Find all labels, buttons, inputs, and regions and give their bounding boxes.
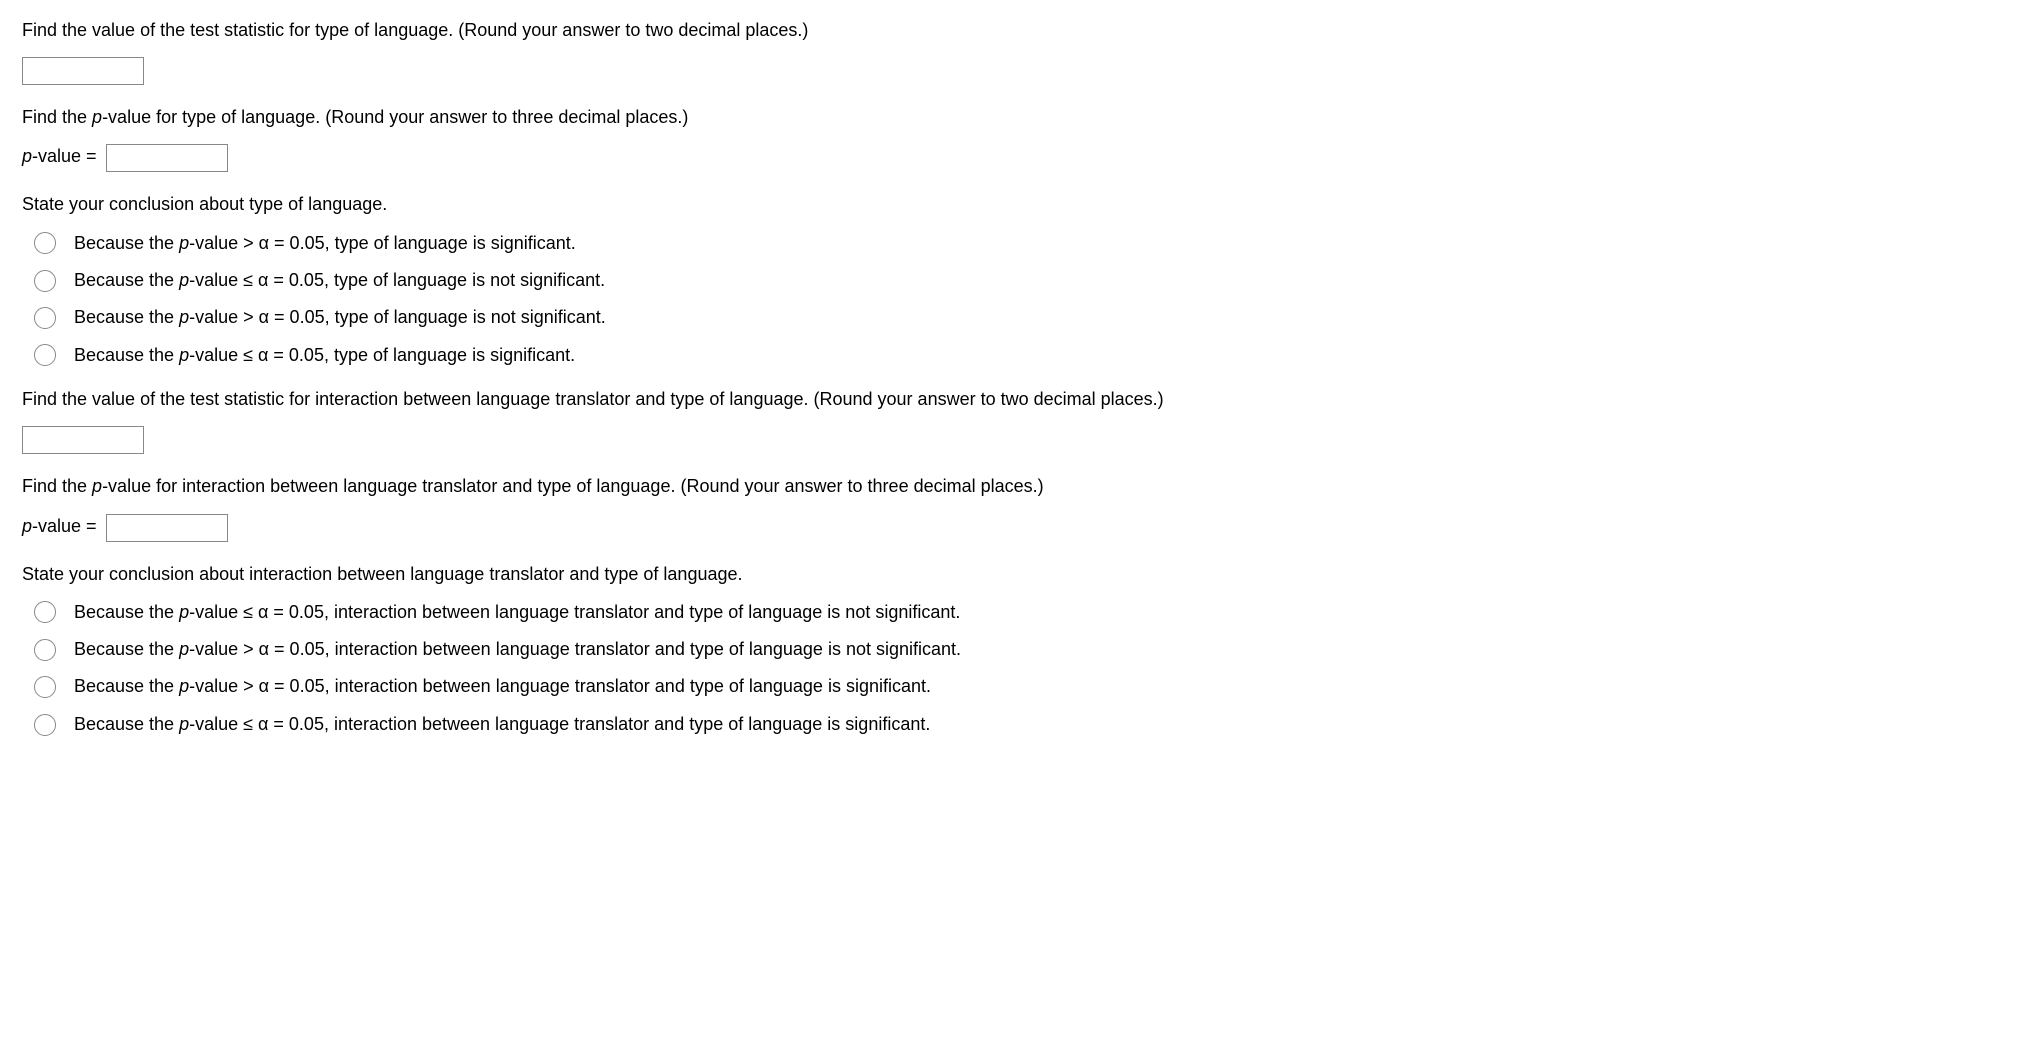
q6-option-3: Because the p-value ≤ α = 0.05, interact… <box>34 713 1998 736</box>
question-1: Find the value of the test statistic for… <box>22 18 1998 85</box>
q3-option-3: Because the p-value ≤ α = 0.05, type of … <box>34 344 1998 367</box>
opt-before: Because the <box>74 270 179 290</box>
q1-prompt: Find the value of the test statistic for… <box>22 18 1998 43</box>
q4-input-row <box>22 426 1998 454</box>
q5-input-row: p-value = <box>22 514 1998 542</box>
opt-after: -value ≤ α = 0.05, type of language is s… <box>189 345 575 365</box>
q6-option-1: Because the p-value > α = 0.05, interact… <box>34 638 1998 661</box>
radio-button[interactable] <box>34 676 56 698</box>
q2-prompt: Find the p-value for type of language. (… <box>22 105 1998 130</box>
q5-prompt-after: -value for interaction between language … <box>102 476 1044 496</box>
radio-button[interactable] <box>34 639 56 661</box>
q5-label-italic: p <box>22 516 32 536</box>
q6-prompt: State your conclusion about interaction … <box>22 562 1998 587</box>
q4-prompt: Find the value of the test statistic for… <box>22 387 1998 412</box>
opt-before: Because the <box>74 345 179 365</box>
q3-option-1-label: Because the p-value ≤ α = 0.05, type of … <box>74 269 605 292</box>
opt-after: -value > α = 0.05, interaction between l… <box>189 639 961 659</box>
radio-button[interactable] <box>34 270 56 292</box>
q2-prompt-before: Find the <box>22 107 92 127</box>
question-2: Find the p-value for type of language. (… <box>22 105 1998 172</box>
radio-button[interactable] <box>34 232 56 254</box>
q6-option-0-label: Because the p-value ≤ α = 0.05, interact… <box>74 601 960 624</box>
opt-after: -value ≤ α = 0.05, type of language is n… <box>189 270 605 290</box>
q3-option-2: Because the p-value > α = 0.05, type of … <box>34 306 1998 329</box>
q2-answer-input[interactable] <box>106 144 228 172</box>
question-5: Find the p-value for interaction between… <box>22 474 1998 541</box>
opt-before: Because the <box>74 602 179 622</box>
q6-option-2-label: Because the p-value > α = 0.05, interact… <box>74 675 931 698</box>
radio-button[interactable] <box>34 601 56 623</box>
opt-italic: p <box>179 270 189 290</box>
opt-italic: p <box>179 307 189 327</box>
q2-label: p-value = <box>22 144 97 169</box>
opt-italic: p <box>179 676 189 696</box>
opt-italic: p <box>179 602 189 622</box>
opt-before: Because the <box>74 714 179 734</box>
q5-label-after: -value = <box>32 516 97 536</box>
q3-option-3-label: Because the p-value ≤ α = 0.05, type of … <box>74 344 575 367</box>
opt-after: -value ≤ α = 0.05, interaction between l… <box>189 602 960 622</box>
radio-button[interactable] <box>34 307 56 329</box>
q5-label: p-value = <box>22 514 97 539</box>
q2-label-italic: p <box>22 146 32 166</box>
q3-options: Because the p-value > α = 0.05, type of … <box>22 232 1998 368</box>
question-6: State your conclusion about interaction … <box>22 562 1998 737</box>
opt-italic: p <box>179 714 189 734</box>
q2-input-row: p-value = <box>22 144 1998 172</box>
q2-prompt-after: -value for type of language. (Round your… <box>102 107 688 127</box>
opt-after: -value > α = 0.05, type of language is s… <box>189 233 576 253</box>
q3-option-2-label: Because the p-value > α = 0.05, type of … <box>74 306 606 329</box>
q4-answer-input[interactable] <box>22 426 144 454</box>
opt-italic: p <box>179 639 189 659</box>
question-3: State your conclusion about type of lang… <box>22 192 1998 367</box>
q1-answer-input[interactable] <box>22 57 144 85</box>
q3-option-1: Because the p-value ≤ α = 0.05, type of … <box>34 269 1998 292</box>
q6-options: Because the p-value ≤ α = 0.05, interact… <box>22 601 1998 737</box>
q6-option-0: Because the p-value ≤ α = 0.05, interact… <box>34 601 1998 624</box>
q3-prompt: State your conclusion about type of lang… <box>22 192 1998 217</box>
opt-italic: p <box>179 233 189 253</box>
q3-option-0: Because the p-value > α = 0.05, type of … <box>34 232 1998 255</box>
q5-prompt-italic: p <box>92 476 102 496</box>
opt-before: Because the <box>74 639 179 659</box>
q2-label-after: -value = <box>32 146 97 166</box>
question-4: Find the value of the test statistic for… <box>22 387 1998 454</box>
q3-option-0-label: Because the p-value > α = 0.05, type of … <box>74 232 576 255</box>
q6-option-2: Because the p-value > α = 0.05, interact… <box>34 675 1998 698</box>
opt-before: Because the <box>74 676 179 696</box>
q5-answer-input[interactable] <box>106 514 228 542</box>
q6-option-1-label: Because the p-value > α = 0.05, interact… <box>74 638 961 661</box>
q2-prompt-italic: p <box>92 107 102 127</box>
opt-italic: p <box>179 345 189 365</box>
opt-after: -value ≤ α = 0.05, interaction between l… <box>189 714 930 734</box>
radio-button[interactable] <box>34 714 56 736</box>
opt-after: -value > α = 0.05, interaction between l… <box>189 676 931 696</box>
opt-after: -value > α = 0.05, type of language is n… <box>189 307 606 327</box>
q1-input-row <box>22 57 1998 85</box>
radio-button[interactable] <box>34 344 56 366</box>
q5-prompt: Find the p-value for interaction between… <box>22 474 1998 499</box>
q5-prompt-before: Find the <box>22 476 92 496</box>
q6-option-3-label: Because the p-value ≤ α = 0.05, interact… <box>74 713 930 736</box>
opt-before: Because the <box>74 307 179 327</box>
opt-before: Because the <box>74 233 179 253</box>
